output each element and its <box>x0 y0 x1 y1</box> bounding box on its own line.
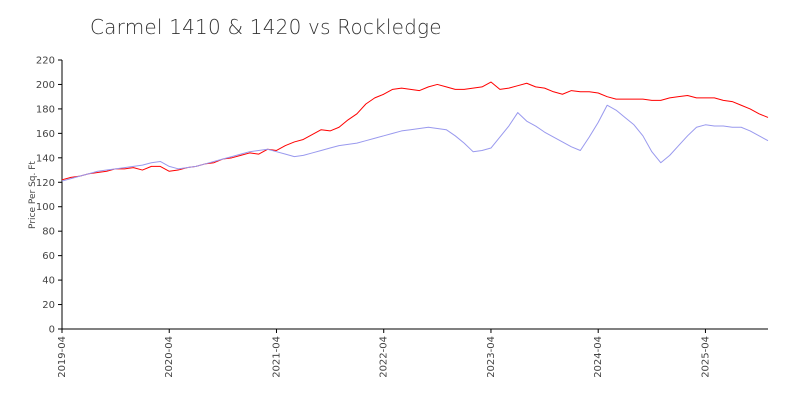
series-line-1 <box>61 81 769 181</box>
y-tick-label: 60 <box>42 251 55 262</box>
y-tick-label: 200 <box>36 80 55 91</box>
x-tick-label: 2021-04 <box>271 336 282 378</box>
series-lines <box>61 81 769 182</box>
x-tick-label: 2019-04 <box>57 336 68 378</box>
x-tick-label: 2025-04 <box>700 336 711 378</box>
x-tick-label: 2023-04 <box>486 336 497 378</box>
x-tick-label: 2022-04 <box>379 336 390 378</box>
x-tick-label: 2024-04 <box>593 336 604 378</box>
y-tick-label: 40 <box>42 276 55 287</box>
y-tick-label: 0 <box>49 325 55 336</box>
y-tick-label: 120 <box>36 178 55 189</box>
y-axis: 0 20 40 60 80 100 120 140 160 180 200 220 <box>36 56 63 336</box>
chart-title: Carmel 1410 & 1420 vs Rockledge <box>90 15 442 39</box>
y-axis-label: Price Per Sq. Ft <box>28 161 38 229</box>
y-tick-label: 80 <box>42 227 55 238</box>
y-tick-label: 180 <box>36 104 55 115</box>
y-tick-label: 140 <box>36 153 55 164</box>
series-line-2 <box>61 104 769 182</box>
y-tick-label: 160 <box>36 129 55 140</box>
y-tick-label: 100 <box>36 202 55 213</box>
x-axis: 2019-04 2020-04 2021-04 2022-04 2023-04 2024-… <box>57 328 768 378</box>
x-tick-label: 2020-04 <box>164 336 175 378</box>
y-tick-label: 220 <box>36 56 55 67</box>
y-tick-label: 20 <box>42 300 55 311</box>
